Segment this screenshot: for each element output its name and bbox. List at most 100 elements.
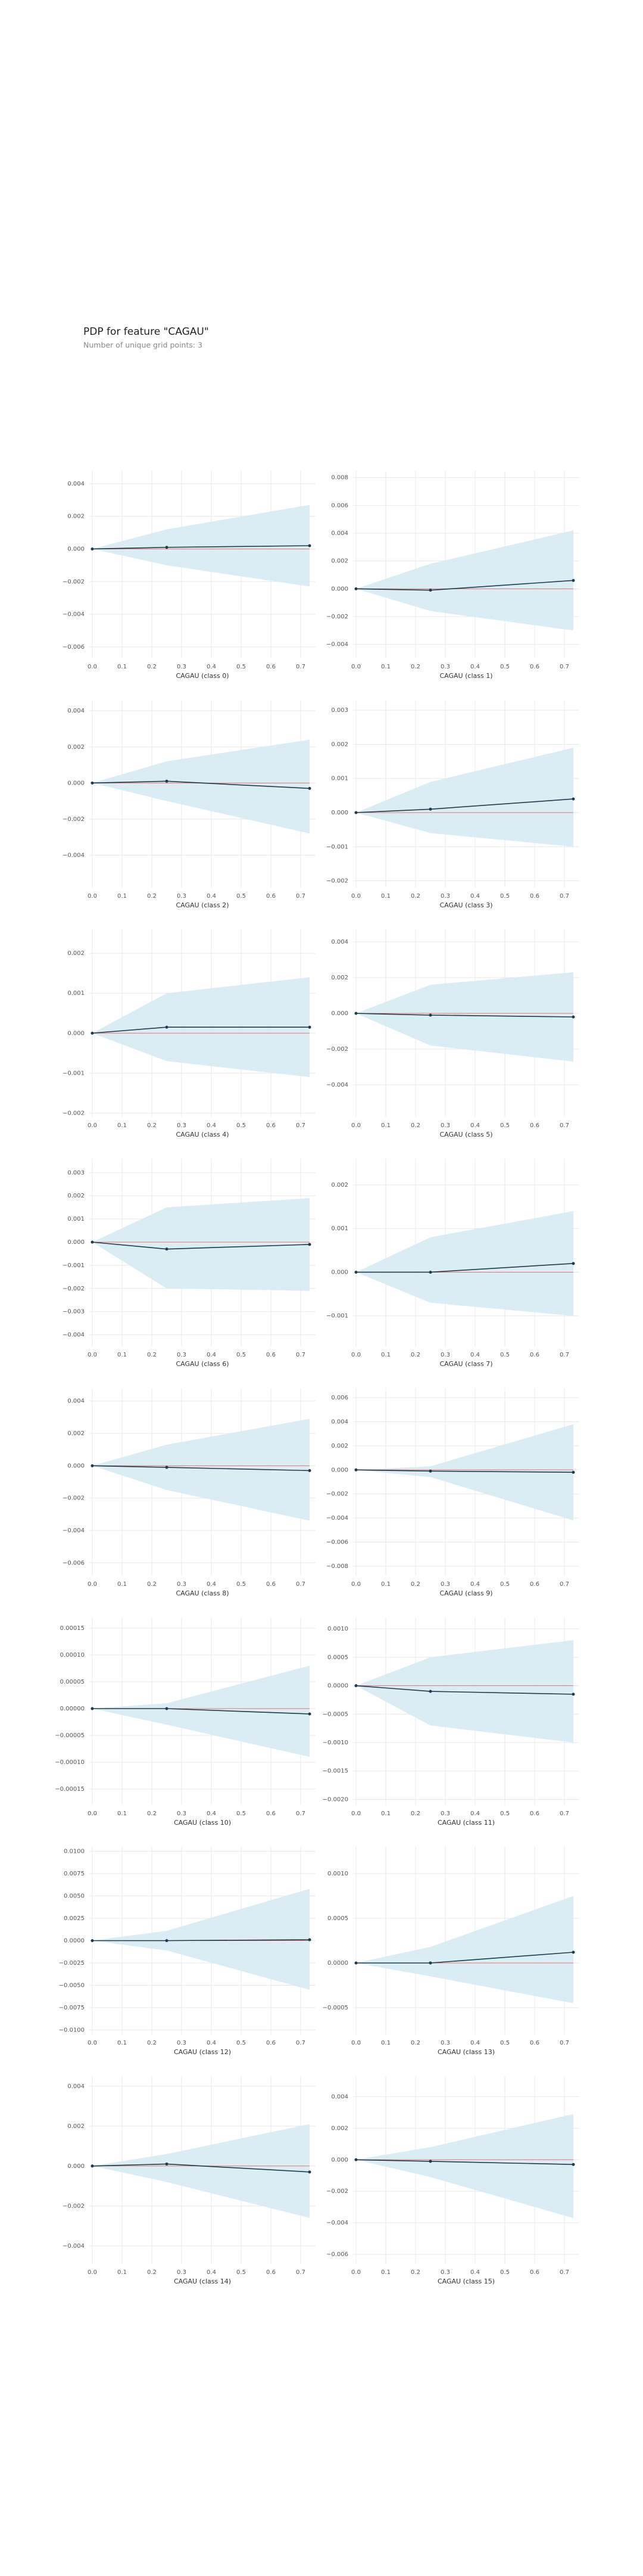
pdp-point: [572, 1470, 575, 1474]
pdp-point: [308, 544, 311, 547]
x-axis-label: CAGAU (class 10): [174, 1819, 231, 1827]
x-tick-label: 0.6: [530, 2040, 539, 2046]
x-tick-label: 0.3: [441, 2040, 450, 2046]
x-tick-label: 0.6: [266, 1122, 276, 1129]
y-tick-label: 0.000: [331, 1269, 348, 1275]
x-tick-label: 0.6: [530, 1581, 539, 1588]
y-tick-label: 0.002: [67, 950, 85, 957]
y-tick-label: −0.006: [326, 1539, 348, 1545]
x-tick-label: 0.3: [441, 1352, 450, 1358]
confidence-band: [356, 530, 573, 631]
y-tick-label: −0.004: [326, 1515, 348, 1522]
x-tick-label: 0.7: [560, 1581, 569, 1588]
x-tick-label: 0.4: [207, 2040, 216, 2046]
pdp-point: [165, 2162, 168, 2166]
pdp-point: [429, 589, 432, 592]
y-tick-label: −0.006: [326, 2251, 348, 2258]
x-tick-label: 0.3: [177, 2040, 186, 2046]
confidence-band: [92, 1198, 310, 1291]
x-axis-label: CAGAU (class 8): [176, 1589, 229, 1597]
x-tick-label: 0.5: [236, 1581, 246, 1588]
y-tick-label: 0.002: [67, 2123, 85, 2130]
x-tick-label: 0.4: [470, 893, 480, 900]
y-tick-label: 0.002: [67, 744, 85, 751]
pdp-point: [90, 1240, 94, 1244]
pdp-point: [308, 1243, 311, 1246]
y-tick-label: 0.001: [67, 990, 85, 997]
confidence-band: [92, 1666, 310, 1757]
x-tick-label: 0.7: [560, 1122, 569, 1129]
y-tick-label: 0.006: [331, 1395, 348, 1401]
x-tick-label: 0.4: [207, 2269, 216, 2276]
y-tick-label: −0.004: [326, 2220, 348, 2226]
y-tick-label: 0.0025: [64, 1915, 85, 1922]
y-tick-label: 0.004: [67, 708, 85, 714]
y-tick-label: 0.002: [331, 558, 348, 565]
y-tick-label: 0.000: [331, 1467, 348, 1473]
x-tick-label: 0.5: [500, 893, 510, 900]
pdp-point: [308, 1025, 311, 1029]
x-tick-label: 0.0: [88, 1122, 97, 1129]
y-tick-label: −0.006: [63, 1560, 85, 1566]
y-tick-label: −0.00005: [55, 1732, 85, 1739]
x-tick-label: 0.7: [560, 2040, 569, 2046]
y-tick-label: 0.004: [331, 2093, 348, 2100]
x-tick-label: 0.5: [236, 1352, 246, 1358]
y-tick-label: −0.002: [63, 816, 85, 823]
pdp-point: [572, 1015, 575, 1019]
x-tick-label: 0.4: [207, 1581, 216, 1588]
y-tick-label: 0.0005: [327, 1654, 348, 1661]
x-axis-label: CAGAU (class 1): [440, 672, 493, 680]
pdp-point: [90, 781, 94, 785]
y-tick-label: 0.0000: [327, 1960, 348, 1967]
pdp-point: [165, 1466, 168, 1469]
y-tick-label: 0.002: [67, 1193, 85, 1199]
x-tick-label: 0.0: [88, 2269, 97, 2276]
x-tick-label: 0.1: [381, 2040, 391, 2046]
x-tick-label: 0.3: [441, 1581, 450, 1588]
y-tick-label: 0.002: [331, 975, 348, 981]
pdp-point: [308, 2170, 311, 2174]
x-axis-label: CAGAU (class 2): [176, 901, 229, 909]
x-tick-label: 0.4: [207, 664, 216, 670]
x-tick-label: 0.0: [351, 1810, 361, 1817]
x-tick-label: 0.1: [117, 1810, 127, 1817]
y-tick-label: 0.006: [331, 502, 348, 509]
pdp-point: [90, 1464, 94, 1467]
y-tick-label: 0.002: [67, 514, 85, 520]
y-tick-label: 0.000: [67, 1239, 85, 1246]
x-tick-label: 0.5: [500, 2040, 510, 2046]
confidence-band: [92, 2124, 310, 2218]
pdp-point: [354, 1684, 358, 1688]
pdp-point: [308, 1712, 311, 1716]
x-tick-label: 0.4: [470, 1352, 480, 1358]
x-tick-label: 0.7: [296, 1122, 305, 1129]
pdp-point: [429, 1469, 432, 1473]
x-tick-label: 0.6: [530, 1122, 539, 1129]
y-tick-label: 0.0050: [64, 1893, 85, 1900]
y-tick-label: −0.0025: [59, 1960, 85, 1967]
x-tick-label: 0.4: [470, 1810, 480, 1817]
y-tick-label: −0.004: [63, 1527, 85, 1534]
x-axis-label: CAGAU (class 3): [440, 901, 493, 909]
x-tick-label: 0.1: [381, 1581, 391, 1588]
x-tick-label: 0.4: [207, 1810, 216, 1817]
pdp-point: [572, 1950, 575, 1954]
y-tick-label: −0.002: [326, 1046, 348, 1053]
x-tick-label: 0.6: [530, 1352, 539, 1358]
x-tick-label: 0.7: [560, 893, 569, 900]
x-tick-label: 0.1: [381, 664, 391, 670]
x-tick-label: 0.1: [117, 2269, 127, 2276]
y-tick-label: 0.004: [331, 1419, 348, 1426]
y-tick-label: −0.0005: [323, 2005, 348, 2011]
y-tick-label: 0.002: [331, 1182, 348, 1189]
y-tick-label: −0.0075: [59, 2005, 85, 2011]
x-tick-label: 0.4: [207, 1352, 216, 1358]
x-tick-label: 0.5: [500, 1581, 510, 1588]
x-tick-label: 0.3: [441, 893, 450, 900]
pdp-point: [354, 1961, 358, 1965]
x-tick-label: 0.2: [411, 893, 420, 900]
x-tick-label: 0.4: [207, 893, 216, 900]
y-tick-label: 0.000: [67, 2163, 85, 2170]
y-tick-label: −0.004: [63, 2243, 85, 2250]
